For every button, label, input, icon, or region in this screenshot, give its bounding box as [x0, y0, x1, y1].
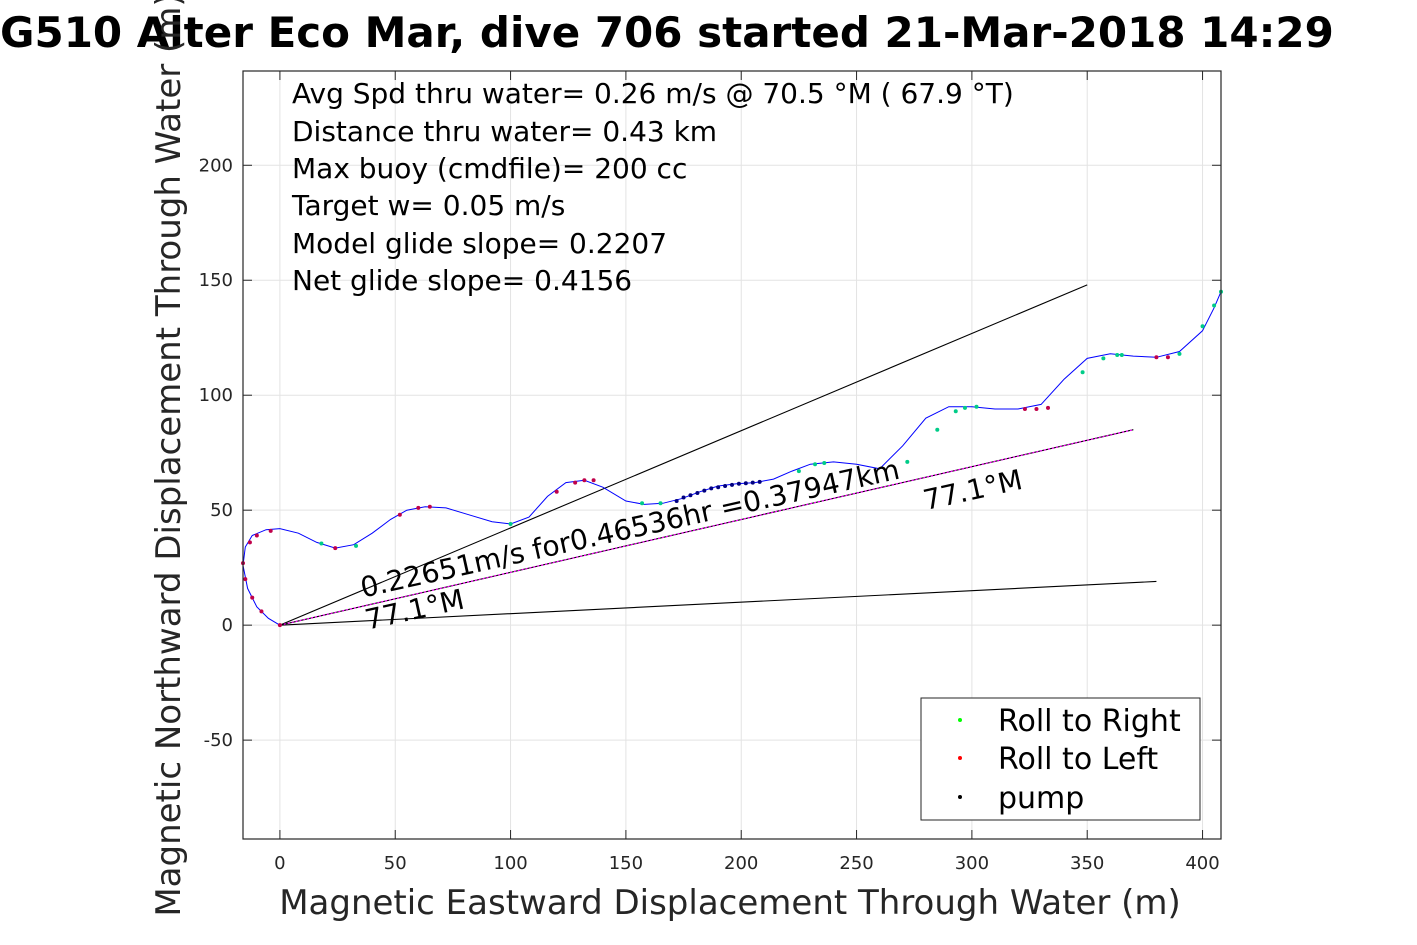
- green-marker: [905, 459, 910, 464]
- red-marker: [582, 478, 587, 483]
- info-distance: Distance thru water= 0.43 km: [292, 115, 717, 148]
- y-axis-label: Magnetic Northward Displacement Through …: [149, 0, 189, 917]
- y-tick-label: 0: [222, 615, 233, 636]
- black-marker: [709, 486, 714, 491]
- info-model-glide-slope: Model glide slope= 0.2207: [292, 227, 667, 260]
- green-marker: [508, 521, 513, 526]
- x-axis-label: Magnetic Eastward Displacement Through W…: [279, 883, 1181, 923]
- info-max-buoy: Max buoy (cmdfile)= 200 cc: [292, 152, 687, 185]
- green-marker: [354, 543, 359, 548]
- x-tick-label: 300: [955, 853, 989, 874]
- red-marker: [243, 577, 248, 582]
- red-marker: [554, 489, 559, 494]
- chart-title: G510 Alter Eco Mar, dive 706 started 21-…: [0, 8, 1334, 57]
- red-marker: [1154, 355, 1159, 360]
- red-marker: [333, 546, 338, 551]
- black-marker: [736, 481, 741, 486]
- black-marker: [702, 488, 707, 493]
- info-net-glide-slope: Net glide slope= 0.4156: [292, 264, 632, 297]
- x-tick-label: 350: [1070, 853, 1104, 874]
- black-marker: [723, 484, 728, 489]
- green-marker: [1177, 351, 1182, 356]
- info-avg-speed: Avg Spd thru water= 0.26 m/s @ 70.5 °M (…: [292, 77, 1014, 110]
- black-marker: [743, 481, 748, 486]
- track-series: [242, 291, 1222, 626]
- black-marker: [688, 493, 693, 498]
- green-marker: [822, 461, 827, 466]
- y-tick-label: 200: [199, 155, 233, 176]
- info-target-w: Target w= 0.05 m/s: [291, 189, 565, 222]
- green-marker: [1115, 352, 1120, 357]
- axis-ticks: 0 50 100 150 200 250 300 350 400 -50 0 50 100 150 200: [199, 71, 1221, 874]
- track-line: [242, 291, 1222, 626]
- green-marker: [319, 541, 324, 546]
- black-marker: [730, 482, 734, 487]
- red-marker: [427, 504, 432, 509]
- x-tick-label: 50: [384, 853, 407, 874]
- red-marker: [591, 478, 596, 483]
- x-tick-label: 150: [609, 853, 643, 874]
- green-marker: [640, 501, 645, 506]
- x-tick-label: 400: [1185, 853, 1219, 874]
- red-marker: [259, 609, 264, 614]
- red-marker: [277, 623, 282, 628]
- black-marker: [757, 479, 762, 484]
- black-marker: [695, 490, 700, 495]
- red-marker: [1022, 407, 1027, 412]
- green-marker: [1119, 352, 1124, 357]
- green-marker: [1101, 356, 1106, 361]
- legend-label-roll-left: Roll to Left: [998, 742, 1158, 777]
- red-marker: [1165, 355, 1170, 360]
- legend-marker-pump: [958, 795, 962, 799]
- reference-line: [279, 429, 1134, 626]
- legend-label-pump: pump: [998, 781, 1084, 816]
- red-marker: [573, 480, 578, 485]
- green-marker: [974, 404, 979, 409]
- green-marker: [796, 469, 801, 474]
- red-marker: [397, 512, 402, 517]
- green-marker: [953, 409, 958, 414]
- x-tick-label: 0: [274, 853, 285, 874]
- reference-line: [279, 284, 1088, 626]
- x-tick-label: 100: [493, 853, 527, 874]
- red-marker: [254, 533, 259, 538]
- red-marker: [250, 595, 255, 600]
- track-markers: [241, 289, 1223, 628]
- green-marker: [658, 501, 663, 506]
- red-marker: [268, 528, 273, 533]
- reference-lines: [279, 284, 1157, 626]
- green-marker: [935, 427, 940, 432]
- red-marker: [1034, 407, 1039, 412]
- legend-marker-roll-right: [958, 718, 962, 722]
- y-tick-label: 100: [199, 385, 233, 406]
- x-tick-label: 200: [724, 853, 758, 874]
- green-marker: [962, 405, 967, 410]
- black-marker: [716, 485, 721, 490]
- green-marker: [1200, 324, 1205, 329]
- red-marker: [247, 540, 252, 545]
- green-marker: [813, 462, 818, 467]
- green-marker: [1212, 303, 1217, 308]
- legend-label-roll-right: Roll to Right: [998, 704, 1181, 739]
- plot-frame: [242, 70, 1222, 840]
- red-marker: [416, 505, 421, 510]
- x-tick-label: 250: [839, 853, 873, 874]
- green-marker: [1080, 370, 1085, 375]
- legend-marker-roll-left: [958, 756, 962, 760]
- y-tick-label: 50: [210, 500, 233, 521]
- y-tick-label: -50: [204, 730, 233, 751]
- legend: Roll to Right Roll to Left pump: [920, 697, 1201, 821]
- y-tick-label: 150: [199, 270, 233, 291]
- black-marker: [674, 498, 679, 503]
- black-marker: [750, 480, 755, 485]
- black-marker: [681, 495, 686, 500]
- reference-line: [279, 580, 1157, 626]
- legend-box: [920, 697, 1201, 821]
- info-box: Avg Spd thru water= 0.26 m/s @ 70.5 °M (…: [291, 77, 1014, 297]
- red-marker: [1046, 405, 1051, 410]
